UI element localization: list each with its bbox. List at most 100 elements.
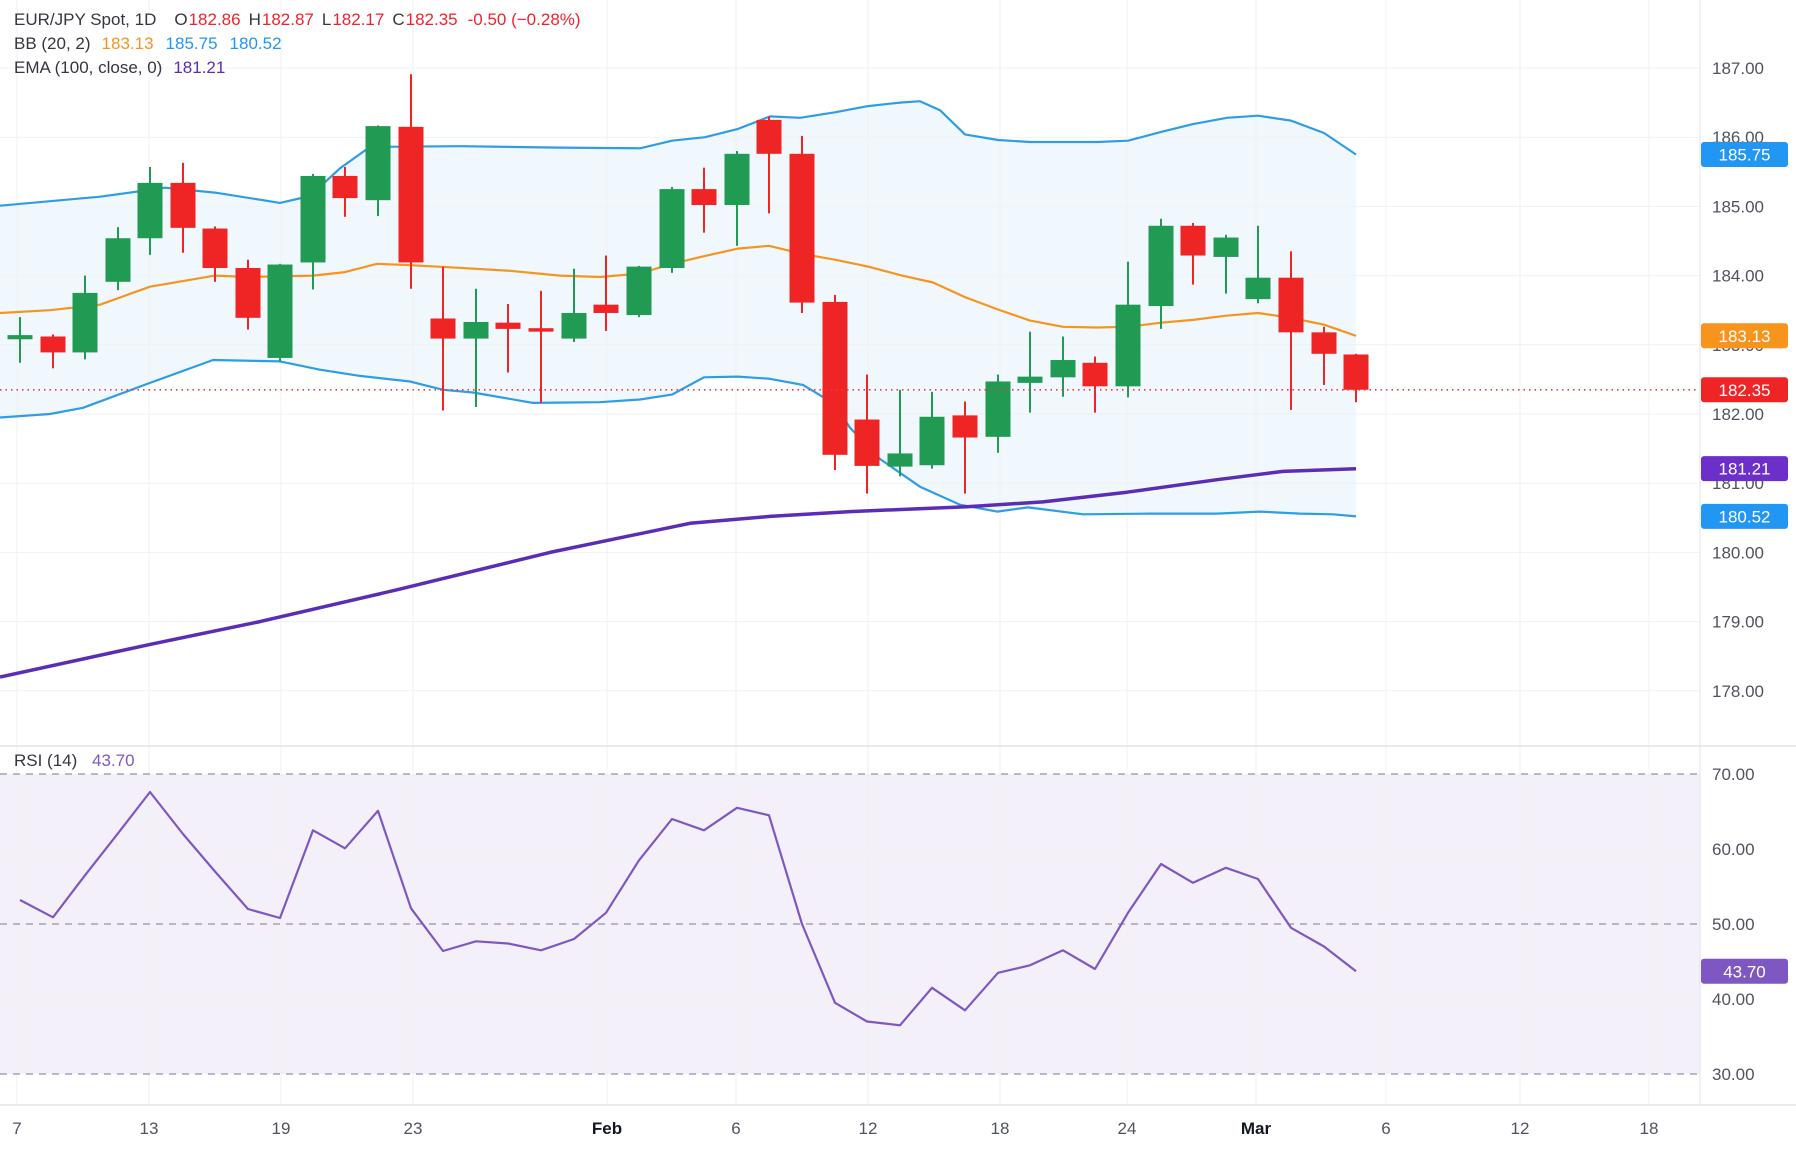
candle-down: [528, 290, 554, 403]
low-value: 182.17: [332, 10, 385, 29]
candle-body: [919, 416, 945, 466]
candle-body: [267, 264, 293, 358]
price-badge-bg: [1701, 323, 1788, 349]
candle-body: [528, 328, 554, 332]
time-axis-label: 6: [1381, 1119, 1390, 1138]
price-axis-label: 179.00: [1712, 613, 1764, 632]
candle-body: [659, 189, 685, 268]
bb-title[interactable]: BB (20, 2): [14, 34, 91, 53]
candle-body: [952, 415, 978, 438]
candle-down: [1180, 223, 1206, 285]
candle-up: [105, 227, 131, 291]
candle-up: [365, 125, 391, 217]
candle-body: [495, 322, 521, 329]
candle-body: [1050, 360, 1076, 378]
rsi-badge-text: 43.70: [1723, 962, 1766, 981]
price-badge-text: 183.13: [1719, 327, 1771, 346]
price-axis-label: 184.00: [1712, 267, 1764, 286]
time-axis[interactable]: 7 13 19 23 Feb 6 12 18 24 Mar 6 12 18: [12, 1119, 1658, 1138]
candle-body: [561, 312, 587, 339]
candle-down: [691, 167, 717, 233]
bb-lower-line: [0, 358, 1357, 518]
price-badge: 182.35: [1701, 377, 1788, 403]
axis-badges-layer: 185.75 183.13 182.35 181.21 180.52 43.70: [1701, 142, 1788, 984]
candle-body: [137, 182, 163, 239]
candle-body: [985, 381, 1011, 437]
high-value: 182.87: [261, 10, 314, 29]
price-badge: 181.21: [1701, 456, 1788, 482]
rsi-title[interactable]: RSI (14): [14, 751, 78, 770]
candle-up: [7, 317, 33, 363]
candle-body: [756, 119, 782, 154]
rsi-levels-layer: [0, 773, 1700, 1075]
price-axis-label: 178.00: [1712, 682, 1764, 701]
price-axis[interactable]: 187.00186.00185.00184.00183.00182.00181.…: [1712, 59, 1764, 1084]
rsi-axis-label: 30.00: [1712, 1065, 1755, 1084]
candle-body: [365, 126, 391, 201]
candle-body: [300, 175, 326, 263]
candle-up: [72, 275, 98, 360]
candle-body: [463, 321, 489, 339]
candle-up: [626, 265, 652, 318]
price-badge-text: 185.75: [1719, 146, 1771, 165]
bb-basis-value: 183.13: [101, 34, 154, 53]
candle-up: [985, 374, 1011, 453]
candle-body: [332, 175, 358, 199]
candle-body: [7, 335, 33, 340]
bb-upper-line: [0, 100, 1357, 207]
rsi-badge: 43.70: [1701, 958, 1788, 984]
candle-down: [495, 303, 521, 373]
ema-title[interactable]: EMA (100, close, 0): [14, 58, 163, 77]
candle-up: [1017, 331, 1043, 413]
symbol-title[interactable]: EUR/JPY Spot, 1D: [14, 10, 157, 29]
price-badge-bg: [1701, 142, 1788, 167]
ema-value: 181.21: [173, 58, 226, 77]
candle-body: [1245, 277, 1271, 300]
candle-down: [1278, 251, 1304, 410]
low-prefix: L: [321, 10, 332, 29]
price-badge: 183.13: [1701, 323, 1788, 349]
candle-down: [1082, 356, 1108, 413]
bollinger-fill: [0, 101, 1356, 517]
candle-down: [1343, 353, 1369, 403]
change-value: -0.50 (−0.28%): [467, 10, 581, 29]
time-axis-label: 18: [991, 1119, 1010, 1138]
candle-body: [235, 267, 261, 318]
candle-body: [724, 153, 750, 206]
candle-down: [854, 374, 880, 494]
candle-down: [952, 401, 978, 494]
time-axis-label: 23: [404, 1119, 423, 1138]
candle-up: [137, 166, 163, 255]
time-axis-label: 18: [1640, 1119, 1659, 1138]
bb-lower-value: 180.52: [229, 34, 282, 53]
candle-body: [593, 304, 619, 313]
candle-down: [332, 166, 358, 217]
candles-layer: [7, 74, 1369, 494]
candle-up: [1050, 336, 1076, 397]
candle-up: [887, 389, 913, 477]
price-axis-label: 180.00: [1712, 543, 1764, 562]
candle-body: [626, 266, 652, 316]
high-prefix: H: [248, 10, 261, 29]
chart-legend: EUR/JPY Spot, 1D O 182.86 H 182.87 L 182…: [14, 8, 581, 80]
price-axis-label: 182.00: [1712, 405, 1764, 424]
candle-body: [822, 301, 848, 455]
price-axis-label: 185.00: [1712, 197, 1764, 216]
candle-down: [756, 116, 782, 214]
candle-body: [398, 126, 424, 263]
legend-bb-row: BB (20, 2) 183.13 185.75 180.52: [14, 32, 581, 56]
time-axis-label: 12: [859, 1119, 878, 1138]
pane-separators: [0, 0, 1796, 1106]
candle-body: [170, 182, 196, 228]
price-badge: 180.52: [1701, 503, 1788, 529]
candle-up: [561, 268, 587, 343]
close-value: 182.35: [405, 10, 458, 29]
candle-body: [105, 238, 131, 282]
candle-body: [1311, 332, 1337, 354]
price-badge-text: 182.35: [1719, 381, 1771, 400]
price-badge-bg: [1701, 456, 1788, 482]
candle-up: [300, 173, 326, 290]
rsi-axis-label: 70.00: [1712, 765, 1755, 784]
